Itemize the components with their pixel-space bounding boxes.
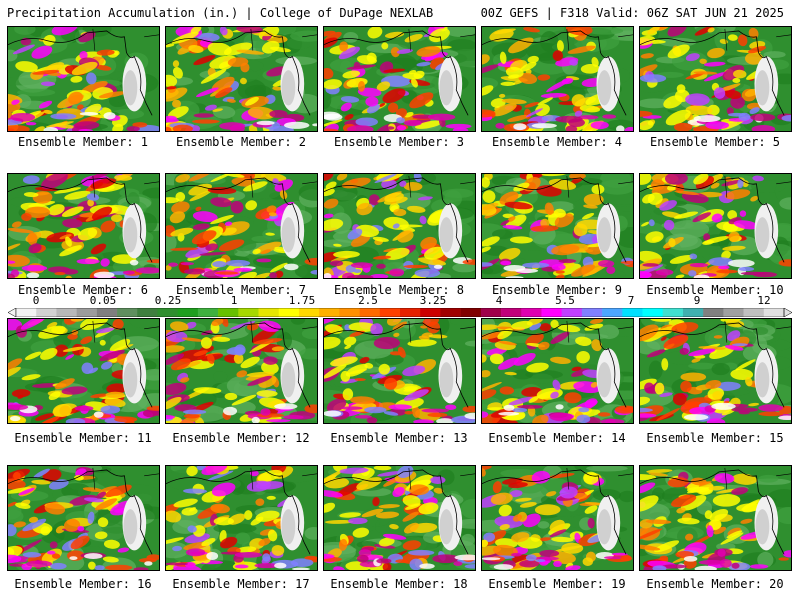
colorbar-tick-label: 1 — [230, 294, 238, 307]
colorbar-swatch — [298, 308, 320, 317]
ensemble-member-label: Ensemble Member: 3 — [333, 135, 465, 149]
colorbar-tick-label: 9 — [693, 294, 701, 307]
ensemble-member-label: Ensemble Member: 4 — [491, 135, 623, 149]
ensemble-map-panel — [639, 26, 792, 132]
ensemble-map-panel — [7, 173, 160, 279]
colorbar-swatch — [480, 308, 502, 317]
colorbar-swatch — [76, 308, 98, 317]
ensemble-member-label: Ensemble Member: 7 — [175, 283, 307, 297]
colorbar-swatch — [197, 308, 219, 317]
ensemble-map-panel — [323, 465, 476, 571]
colorbar-swatch — [278, 308, 300, 317]
colorbar-swatch — [521, 308, 542, 317]
ensemble-map-panel — [481, 318, 634, 424]
run-valid-time: 00Z GEFS | F318 Valid: 06Z SAT JUN 21 20… — [480, 6, 784, 20]
colorbar-tick-label: 1.75 — [288, 294, 316, 307]
colorbar-swatch — [96, 308, 118, 317]
colorbar-swatch — [460, 308, 482, 317]
ensemble-member-label: Ensemble Member: 6 — [17, 283, 149, 297]
colorbar-swatch — [258, 308, 280, 317]
ensemble-member-label: Ensemble Member: 17 — [172, 577, 310, 591]
colorbar-swatch — [137, 308, 158, 317]
colorbar-labels: 0 0.05 0.25 1 1.75 2.5 3.25 4 5.5 7 9 12 — [0, 294, 800, 308]
ensemble-map-panel — [323, 173, 476, 279]
colorbar-swatch — [682, 308, 704, 317]
ensemble-member-label: Ensemble Member: 18 — [330, 577, 468, 591]
ensemble-map-panel — [165, 465, 318, 571]
colorbar-swatch — [622, 308, 643, 317]
ensemble-member-label: Ensemble Member: 19 — [488, 577, 626, 591]
colorbar-swatch — [420, 308, 441, 317]
ensemble-map-panel — [481, 465, 634, 571]
colorbar-tick-label: 0 — [32, 294, 40, 307]
colorbar-tick-label: 0.05 — [89, 294, 117, 307]
ensemble-member-label: Ensemble Member: 2 — [175, 135, 307, 149]
colorbar-tick-label: 3.25 — [419, 294, 447, 307]
ensemble-map-panel — [7, 465, 160, 571]
colorbar-swatch — [581, 308, 603, 317]
colorbar-swatch — [339, 308, 360, 317]
product-title: Precipitation Accumulation (in.) | Colle… — [7, 6, 434, 20]
ensemble-map-panel — [639, 465, 792, 571]
colorbar-swatch — [16, 308, 37, 317]
ensemble-member-label: Ensemble Member: 11 — [14, 431, 152, 445]
colorbar-swatch — [218, 308, 239, 317]
page-header: Precipitation Accumulation (in.) | Colle… — [0, 0, 800, 26]
colorbar-swatch — [400, 308, 421, 317]
ensemble-map-panel — [7, 26, 160, 132]
ensemble-member-label: Ensemble Member: 1 — [17, 135, 149, 149]
precip-colorbar: 0 0.05 0.25 1 1.75 2.5 3.25 4 5.5 7 9 12 — [0, 294, 800, 320]
colorbar-swatch — [440, 308, 461, 317]
colorbar-swatch — [177, 308, 199, 317]
colorbar-swatch — [319, 308, 340, 317]
colorbar-swatch — [501, 308, 522, 317]
colorbar-tick-label: 7 — [627, 294, 635, 307]
ensemble-map-panel — [323, 26, 476, 132]
colorbar-bar — [8, 308, 792, 317]
colorbar-swatch — [359, 308, 381, 317]
ensemble-member-label: Ensemble Member: 5 — [649, 135, 781, 149]
colorbar-tick-label: 0.25 — [154, 294, 182, 307]
colorbar-swatch — [662, 308, 684, 317]
colorbar-swatch — [743, 308, 765, 317]
ensemble-map-panel — [165, 318, 318, 424]
colorbar-swatch — [561, 308, 583, 317]
ensemble-map-panel — [165, 173, 318, 279]
ensemble-member-label: Ensemble Member: 15 — [646, 431, 784, 445]
colorbar-swatch — [379, 308, 401, 317]
colorbar-tick-label: 4 — [495, 294, 503, 307]
ensemble-member-label: Ensemble Member: 20 — [646, 577, 784, 591]
ensemble-map-panel — [639, 173, 792, 279]
ensemble-map-panel — [481, 26, 634, 132]
colorbar-swatch — [602, 308, 623, 317]
ensemble-map-panel — [165, 26, 318, 132]
ensemble-map-panel — [481, 173, 634, 279]
ensemble-member-label: Ensemble Member: 10 — [646, 283, 784, 297]
ensemble-member-label: Ensemble Member: 12 — [172, 431, 310, 445]
colorbar-tick-label: 2.5 — [358, 294, 378, 307]
colorbar-swatch — [763, 308, 785, 317]
ensemble-map-panel — [7, 318, 160, 424]
ensemble-map-panel — [323, 318, 476, 424]
ensemble-member-label: Ensemble Member: 13 — [330, 431, 468, 445]
ensemble-member-label: Ensemble Member: 8 — [333, 283, 465, 297]
ensemble-member-label: Ensemble Member: 14 — [488, 431, 626, 445]
colorbar-tick-label: 12 — [757, 294, 771, 307]
colorbar-swatch — [642, 308, 664, 317]
ensemble-member-label: Ensemble Member: 9 — [491, 283, 623, 297]
colorbar-swatch — [36, 308, 57, 317]
colorbar-swatch — [703, 308, 724, 317]
colorbar-swatch — [56, 308, 77, 317]
ensemble-map-panel — [639, 318, 792, 424]
colorbar-tick-label: 5.5 — [555, 294, 575, 307]
colorbar-swatch — [157, 308, 178, 317]
ensemble-member-label: Ensemble Member: 16 — [14, 577, 152, 591]
colorbar-swatch — [723, 308, 744, 317]
colorbar-swatch — [117, 308, 138, 317]
colorbar-swatch — [238, 308, 259, 317]
colorbar-swatch — [541, 308, 562, 317]
